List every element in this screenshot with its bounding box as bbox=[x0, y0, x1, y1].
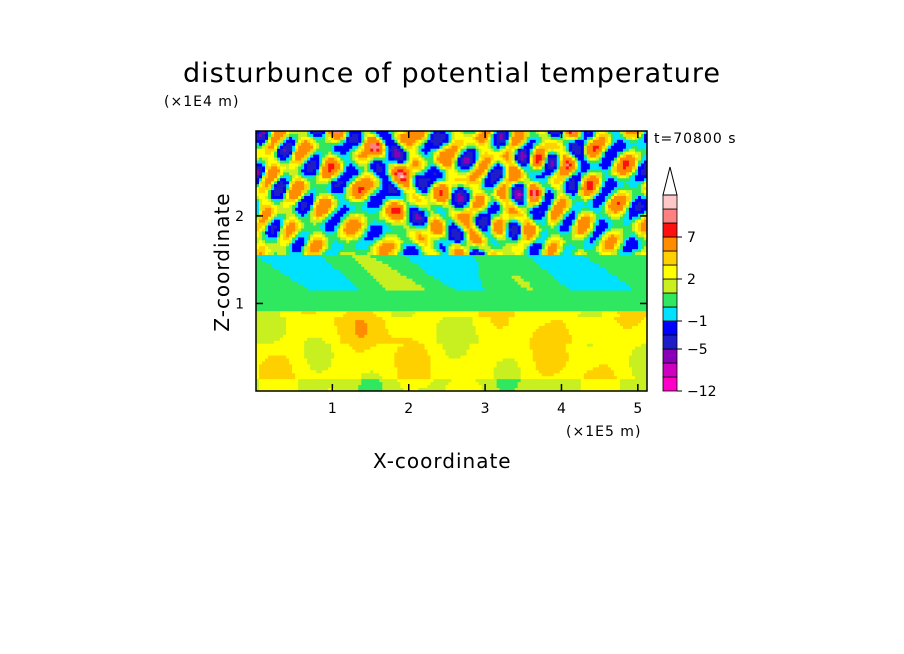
y-axis-unit: (×1E4 m) bbox=[164, 94, 240, 110]
colorbar-tick-label: 2 bbox=[687, 272, 696, 288]
colorbar-tick-label: −1 bbox=[687, 314, 708, 330]
colorbar-swatch bbox=[662, 292, 678, 308]
colorbar-tick-label: −5 bbox=[687, 342, 708, 358]
colorbar-swatch bbox=[662, 334, 678, 350]
colorbar-swatch bbox=[662, 264, 678, 280]
colorbar-tick-label: −12 bbox=[687, 384, 717, 400]
x-axis-label: X-coordinate bbox=[373, 449, 512, 473]
colorbar-swatch bbox=[662, 278, 678, 294]
axes: 1 2 3 4 5 1 2 bbox=[235, 130, 648, 417]
colorbar-swatch bbox=[662, 250, 678, 266]
y-tick-label: 2 bbox=[235, 209, 244, 225]
colorbar-swatch bbox=[662, 376, 678, 392]
x-tick-label: 3 bbox=[481, 401, 490, 417]
x-tick-label: 4 bbox=[557, 401, 566, 417]
colorbar-swatch bbox=[662, 306, 678, 322]
colorbar-extend-triangle bbox=[662, 166, 678, 196]
colorbar-swatch bbox=[662, 236, 678, 252]
x-tick-label: 2 bbox=[404, 401, 413, 417]
x-tick-label: 5 bbox=[633, 401, 642, 417]
time-label: t=70800 s bbox=[654, 131, 737, 147]
colorbar-swatch bbox=[662, 348, 678, 364]
x-axis-unit: (×1E5 m) bbox=[566, 424, 642, 440]
colorbar: −12−5−127 bbox=[662, 166, 717, 400]
colorbar-swatch bbox=[662, 208, 678, 224]
colorbar-swatch bbox=[662, 222, 678, 238]
colorbar-swatch bbox=[662, 320, 678, 336]
colorbar-tick-label: 7 bbox=[687, 230, 696, 246]
y-tick-label: 1 bbox=[235, 296, 244, 312]
plot-frame bbox=[255, 130, 648, 392]
contour-field bbox=[256, 131, 647, 391]
colorbar-swatch bbox=[662, 194, 678, 210]
x-tick-label: 1 bbox=[328, 401, 337, 417]
chart-title: disturbunce of potential temperature bbox=[183, 58, 721, 89]
colorbar-swatch bbox=[662, 362, 678, 378]
